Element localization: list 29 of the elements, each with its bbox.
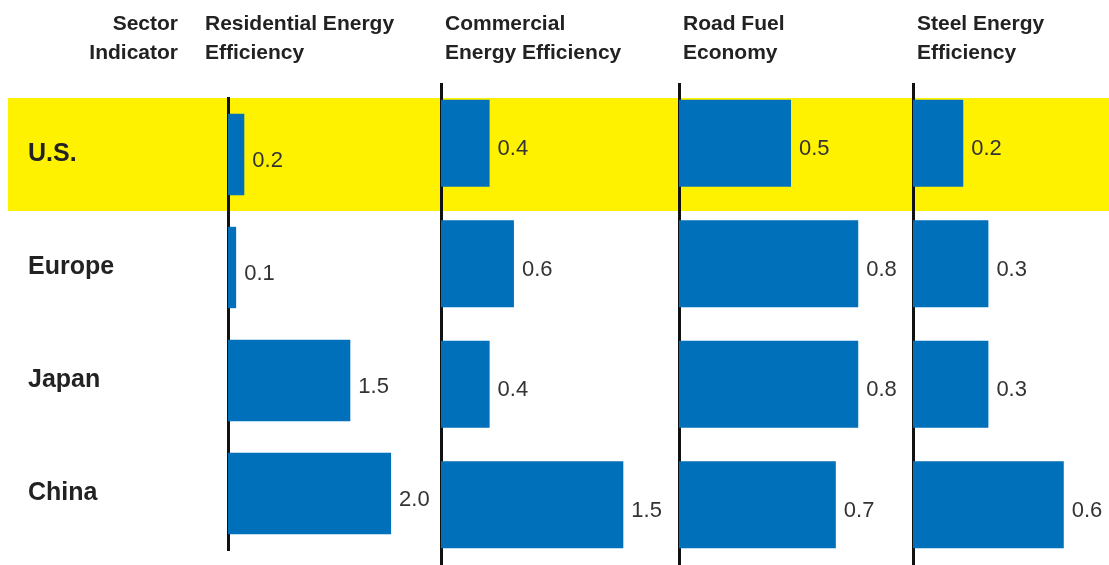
bar xyxy=(228,113,245,196)
data-label: 0.8 xyxy=(866,255,897,281)
data-label: 0.6 xyxy=(1071,496,1103,522)
y-tick-label: Europe xyxy=(28,251,115,280)
data-label: 0.2 xyxy=(971,135,1002,161)
chart-title: Commercial Energy Efficiency xyxy=(445,10,623,65)
data-label: 0.4 xyxy=(497,135,529,161)
data-label: 0.3 xyxy=(996,255,1027,281)
bar xyxy=(228,339,351,422)
data-label: 0.3 xyxy=(996,376,1027,402)
data-label: 0.6 xyxy=(521,255,553,281)
chart-title: Road Fuel Economy xyxy=(683,10,786,65)
data-label: 0.1 xyxy=(244,259,275,285)
data-label: 0.4 xyxy=(497,376,529,402)
y-tick-label: Japan xyxy=(28,364,101,393)
data-label: 1.5 xyxy=(631,496,662,522)
data-label: 1.5 xyxy=(358,372,389,398)
data-label: 0.2 xyxy=(252,146,283,172)
y-axis-title: Sector Indicator xyxy=(88,10,178,65)
y-tick-label: China xyxy=(28,477,99,506)
data-label: 0.5 xyxy=(799,135,830,161)
bar xyxy=(228,226,237,309)
chart-title: Steel Energy Efficiency xyxy=(917,10,1046,65)
y-tick-label: U.S. xyxy=(28,138,77,167)
data-label: 0.7 xyxy=(843,496,875,522)
chart-title: Residential Energy Efficiency xyxy=(205,10,395,65)
data-label: 0.8 xyxy=(866,376,897,402)
bar xyxy=(228,452,392,535)
data-label: 2.0 xyxy=(399,485,430,511)
